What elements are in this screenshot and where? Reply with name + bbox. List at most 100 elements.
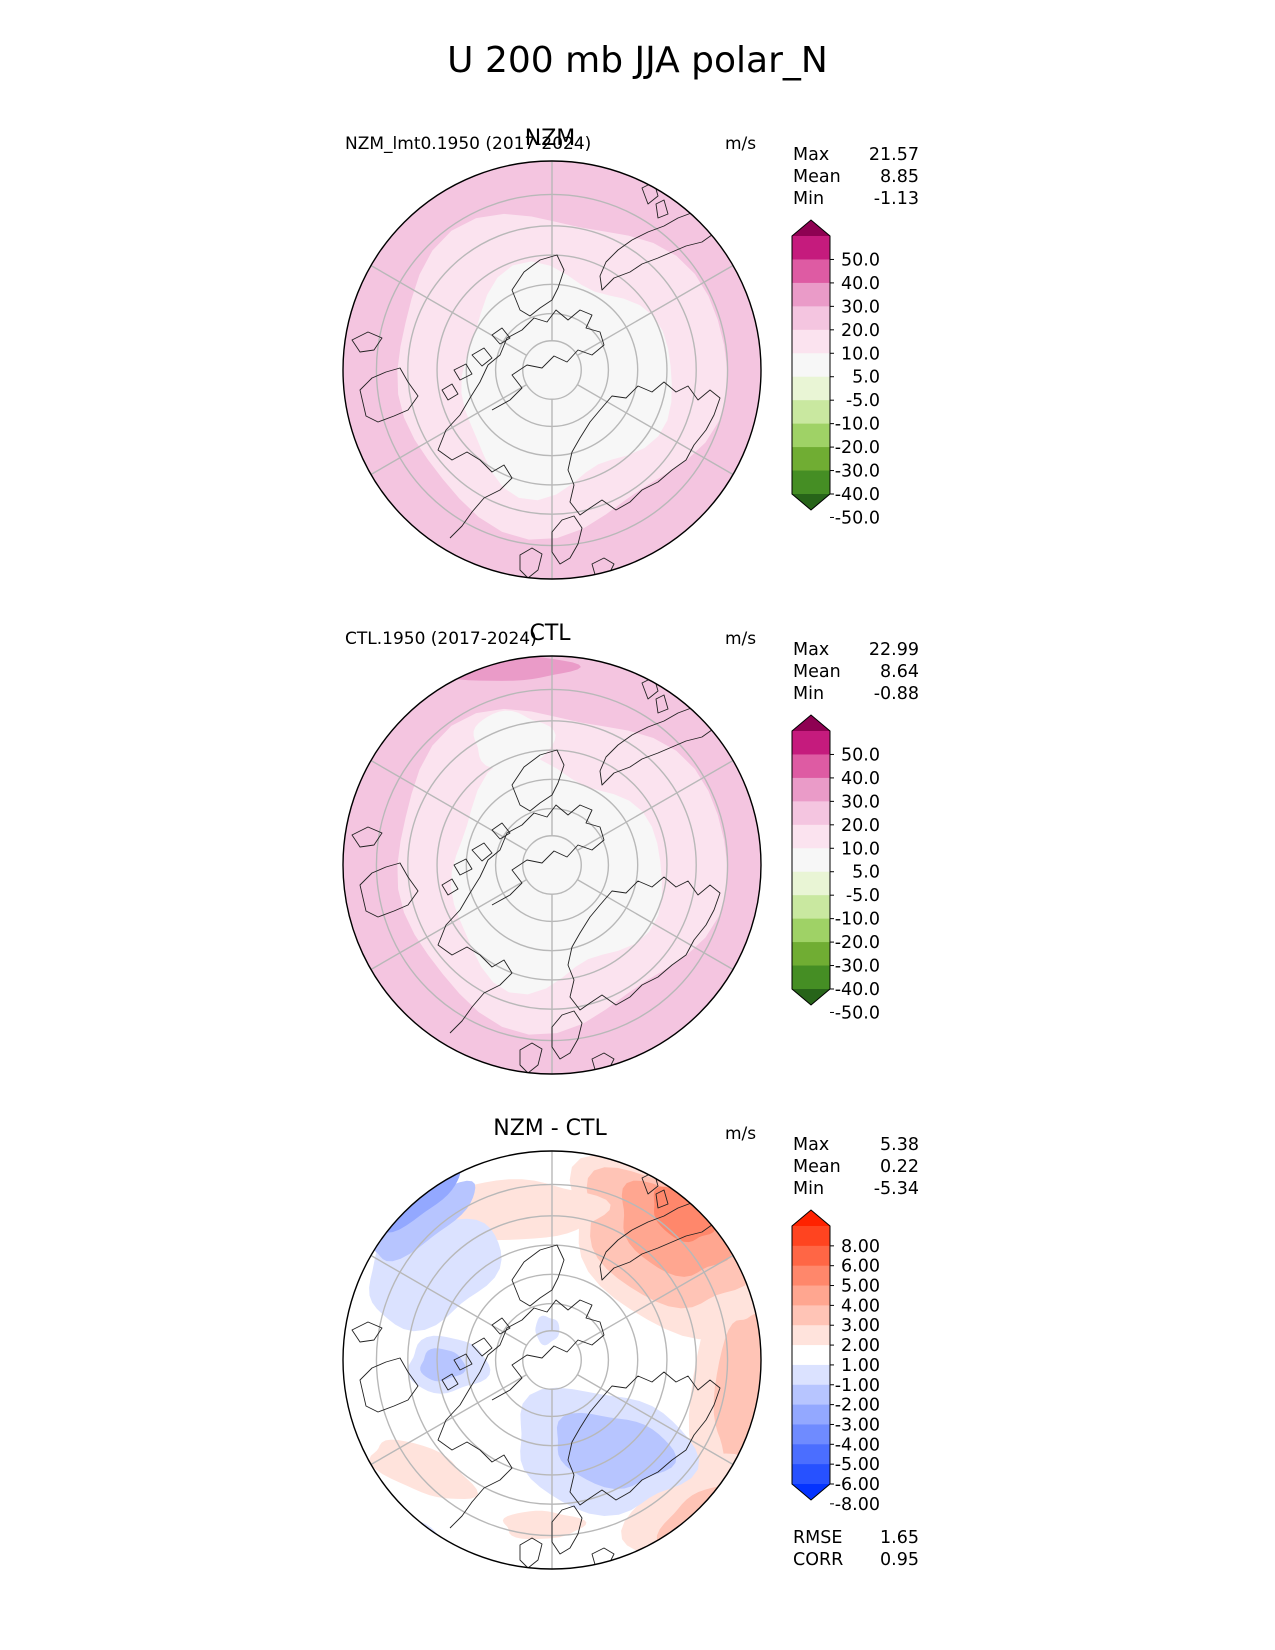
colorbar-tick-label: -5.0 — [846, 886, 880, 906]
meridian-gridline — [370, 1374, 528, 1466]
stats-box: Max 21.57 Mean 8.85 Min -1.13 — [793, 144, 919, 210]
coastline — [471, 347, 493, 367]
stat-mean-value: 8.85 — [880, 167, 919, 187]
coastline — [567, 876, 721, 1011]
colorbar-swatch — [792, 801, 830, 826]
colorbar-tick-label: 2.00 — [841, 1336, 880, 1356]
meridian-gridline — [576, 1254, 734, 1346]
coastline — [491, 822, 511, 840]
coastline — [437, 309, 605, 539]
stat-mean-value: 8.64 — [880, 662, 919, 682]
contour-region — [369, 1439, 478, 1499]
stat-max-label: Max — [793, 145, 830, 165]
colorbar-tick-label: -5.0 — [846, 391, 880, 411]
colorbar-swatch — [792, 1424, 830, 1445]
coastline — [655, 1189, 669, 1209]
meridian-gridline — [370, 879, 528, 971]
stat-min-value: -0.88 — [873, 684, 919, 704]
colorbar-extend-min — [792, 1484, 830, 1500]
coastline — [359, 862, 419, 918]
coastline — [437, 804, 605, 1034]
corr-value: 0.95 — [880, 1550, 919, 1570]
stat-min-label: Min — [793, 1179, 825, 1199]
colorbar-tick-label: -10.0 — [835, 910, 880, 930]
coastline — [655, 199, 669, 219]
contour-region — [502, 1510, 587, 1540]
polar-map — [342, 160, 762, 580]
colorbar-swatch — [792, 824, 830, 849]
coastline — [567, 1371, 721, 1506]
units-label: m/s — [725, 629, 757, 649]
coastline — [567, 381, 721, 516]
polar-map — [342, 1150, 762, 1570]
colorbar-tick-label: 10.0 — [841, 839, 880, 859]
colorbar-swatch — [792, 400, 830, 425]
colorbar-swatch — [792, 1364, 830, 1386]
colorbar-tick-label: 6.00 — [841, 1257, 880, 1277]
coastline — [453, 1353, 473, 1371]
panel-diff: NZM - CTL m/s Max 5.38 Mean 0.22 Min -5.34 … — [0, 1110, 1275, 1580]
contour-region — [451, 755, 662, 995]
colorbar-swatch — [792, 1444, 830, 1465]
colorbar-tick-label: 30.0 — [841, 297, 880, 317]
colorbar-tick-label: -40.0 — [835, 980, 880, 1000]
map-border — [342, 655, 762, 1075]
coastline — [453, 858, 473, 876]
colorbar-extend-max — [792, 715, 830, 731]
coastline — [441, 1373, 459, 1391]
panel-left-title: NZM_lmt0.1950 (2017-2024) — [345, 134, 592, 154]
map-border — [342, 1150, 762, 1570]
coastline — [359, 367, 419, 423]
colorbar-tick-label: -10.0 — [835, 415, 880, 435]
coastline — [437, 1299, 605, 1529]
coastline — [551, 1505, 583, 1555]
meridian-gridline — [370, 264, 528, 356]
colorbar-tick-label: -3.00 — [835, 1415, 880, 1435]
colorbar-swatch — [792, 1226, 830, 1247]
colorbar-swatch — [792, 848, 830, 873]
coastline — [491, 1317, 511, 1335]
colorbar-swatch — [792, 1345, 830, 1366]
coastline — [471, 842, 493, 862]
colorbar-swatch — [792, 306, 830, 331]
colorbar-swatch — [792, 353, 830, 378]
colorbar-swatch — [792, 1384, 830, 1406]
contour-region — [372, 1180, 476, 1262]
colorbar-swatch — [792, 965, 830, 990]
coastline — [511, 254, 565, 317]
coastline — [491, 327, 511, 345]
panel-left-title: CTL.1950 (2017-2024) — [345, 629, 537, 649]
colorbar-tick-label: 40.0 — [841, 274, 880, 294]
stat-min-value: -1.13 — [873, 189, 919, 209]
colorbar-tick-label: 5.0 — [852, 863, 880, 883]
colorbar-swatch — [792, 1245, 830, 1267]
colorbar: 8.006.005.004.003.002.001.00-1.00-2.00-3… — [791, 1209, 880, 1515]
colorbar-swatch — [792, 942, 830, 967]
colorbar-swatch — [792, 871, 830, 896]
corr-label: CORR — [793, 1550, 844, 1570]
stat-max-value: 5.38 — [880, 1135, 919, 1155]
colorbar-swatch — [792, 754, 830, 779]
colorbar-tick-label: 40.0 — [841, 769, 880, 789]
colorbar-swatch — [792, 282, 830, 307]
colorbar-tick-label: -40.0 — [835, 485, 880, 505]
stat-max-label: Max — [793, 1135, 830, 1155]
colorbar-swatch — [792, 447, 830, 472]
coastline — [471, 1337, 493, 1357]
colorbar-swatch — [792, 918, 830, 943]
colorbar-swatch — [792, 1305, 830, 1326]
map-border — [342, 160, 762, 580]
colorbar-tick-label: 30.0 — [841, 792, 880, 812]
colorbar-swatch — [792, 236, 830, 260]
colorbar-extend-min — [792, 494, 830, 510]
colorbar-tick-label: -8.00 — [835, 1495, 880, 1515]
colorbar-tick-label: -6.00 — [835, 1475, 880, 1495]
meridian-gridline — [576, 879, 734, 971]
contour-region — [653, 1186, 716, 1243]
coastline — [551, 515, 583, 565]
colorbar-tick-label: -2.00 — [835, 1396, 880, 1416]
colorbar-swatch — [792, 1464, 830, 1485]
stat-max-value: 22.99 — [868, 640, 919, 660]
stat-min-value: -5.34 — [873, 1179, 919, 1199]
coastline — [351, 826, 383, 848]
